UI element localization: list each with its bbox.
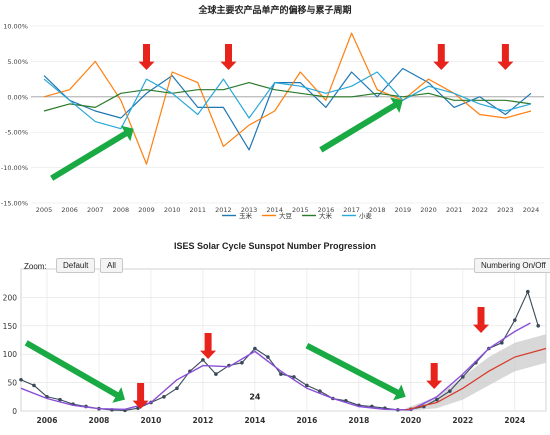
y-tick-label: 150 [3, 322, 18, 331]
observed-point [513, 318, 517, 322]
green-arrow-marker [24, 340, 126, 403]
x-tick-label: 2005 [36, 206, 53, 214]
series-line [43, 82, 532, 112]
x-tick-label: 2024 [504, 416, 525, 425]
chart-title: 全球主要农产品单产的偏移与累子周期 [197, 4, 351, 16]
x-tick-label: 2007 [87, 206, 104, 214]
x-tick-label: 2013 [241, 206, 258, 214]
observed-point [58, 397, 62, 402]
series-line [43, 67, 532, 151]
x-tick-label: 2009 [138, 206, 155, 214]
x-tick-label: 2022 [471, 206, 488, 214]
x-tick-label: 2022 [452, 416, 473, 425]
prediction-band [405, 334, 546, 411]
red-arrow-marker [220, 44, 237, 70]
x-tick-label: 2017 [343, 206, 360, 214]
observed-point [279, 372, 283, 376]
y-tick-label: 10.00% [3, 23, 28, 31]
y-tick-label: 50 [7, 379, 17, 388]
x-tick-label: 2016 [318, 206, 335, 214]
sunspot-chart: ISES Solar Cycle Sunspot Number Progress… [3, 241, 547, 425]
observed-point [526, 289, 530, 294]
x-tick-label: 2016 [296, 416, 317, 425]
legend-label: 玉米 [239, 211, 253, 220]
observed-point [19, 377, 23, 382]
x-tick-label: 2015 [292, 206, 309, 214]
x-tick-label: 2010 [141, 416, 162, 425]
x-tick-label: 2020 [420, 206, 437, 214]
cycle-number-label: 24 [249, 393, 261, 402]
y-tick-label: 0 [12, 407, 17, 416]
x-tick-label: 2023 [497, 206, 514, 214]
observed-point [201, 358, 205, 362]
green-arrow-marker [305, 343, 406, 401]
x-tick-label: 2010 [164, 206, 181, 214]
x-tick-label: 2006 [37, 416, 58, 425]
x-tick-label: 2008 [113, 206, 130, 214]
chart-title: ISES Solar Cycle Sunspot Number Progress… [174, 241, 376, 251]
x-tick-label: 2020 [400, 416, 421, 425]
red-arrow-marker [132, 383, 149, 409]
zoom-all-button[interactable]: All [100, 258, 123, 273]
zoom-default-button[interactable]: Default [56, 258, 96, 273]
observed-point [435, 397, 439, 402]
green-arrow-marker [50, 125, 134, 181]
observed-point [175, 386, 179, 391]
y-tick-label: 100 [3, 350, 18, 359]
observed-point [162, 395, 166, 399]
y-tick-label: -10.00% [1, 164, 28, 172]
observed-point [253, 346, 257, 351]
top-yield-chart: 全球主要农产品单产的偏移与累子周期 10.00% 5.00% 0.00% -5.00% -… [1, 4, 544, 220]
legend-label: 小麦 [359, 211, 373, 220]
x-tick-label: 2024 [523, 206, 540, 214]
y-tick-label: -5.00% [5, 129, 28, 137]
x-tick-label: 2008 [89, 416, 110, 425]
x-tick-label: 2014 [266, 206, 283, 214]
x-tick-label: 2011 [190, 206, 207, 214]
x-tick-label: 2018 [369, 206, 386, 214]
observed-point [240, 360, 244, 365]
observed-point [461, 375, 465, 379]
x-tick-label: 2019 [395, 206, 412, 214]
red-arrow-marker [200, 333, 217, 359]
y-tick-label: 5.00% [7, 58, 28, 66]
x-tick-label: 2014 [244, 416, 265, 425]
observed-point [292, 375, 296, 379]
observed-point [448, 389, 452, 393]
observed-point [32, 383, 36, 388]
series-line [43, 32, 532, 165]
x-tick-label: 2006 [61, 206, 78, 214]
observed-point [266, 355, 270, 359]
red-arrow-marker [497, 44, 514, 70]
y-tick-label: 200 [3, 293, 18, 302]
y-tick-label: 0.00% [7, 93, 28, 101]
y-tick-label: -15.00% [1, 200, 28, 208]
predicted-line [405, 347, 547, 411]
x-tick-label: 2018 [348, 416, 369, 425]
x-tick-label: 2012 [215, 206, 232, 214]
red-arrow-marker [426, 363, 443, 389]
numbering-toggle-button[interactable]: Numbering On/Off [474, 258, 550, 273]
zoom-label: Zoom: [24, 262, 47, 271]
observed-point [305, 383, 309, 388]
x-tick-label: 2012 [192, 416, 213, 425]
legend-label: 大豆 [279, 211, 293, 220]
observed-point [536, 324, 541, 328]
smoothed-line [20, 322, 531, 411]
x-tick-label: 2021 [446, 206, 463, 214]
red-arrow-marker [138, 44, 155, 70]
observed-point [136, 406, 140, 410]
series-line [43, 71, 532, 130]
legend-label: 大米 [319, 211, 333, 220]
observed-point [318, 389, 322, 393]
red-arrow-marker [433, 44, 450, 70]
observed-point [214, 372, 218, 376]
green-arrow-marker [319, 97, 403, 153]
observed-point [500, 341, 504, 345]
red-arrow-marker [473, 307, 489, 333]
